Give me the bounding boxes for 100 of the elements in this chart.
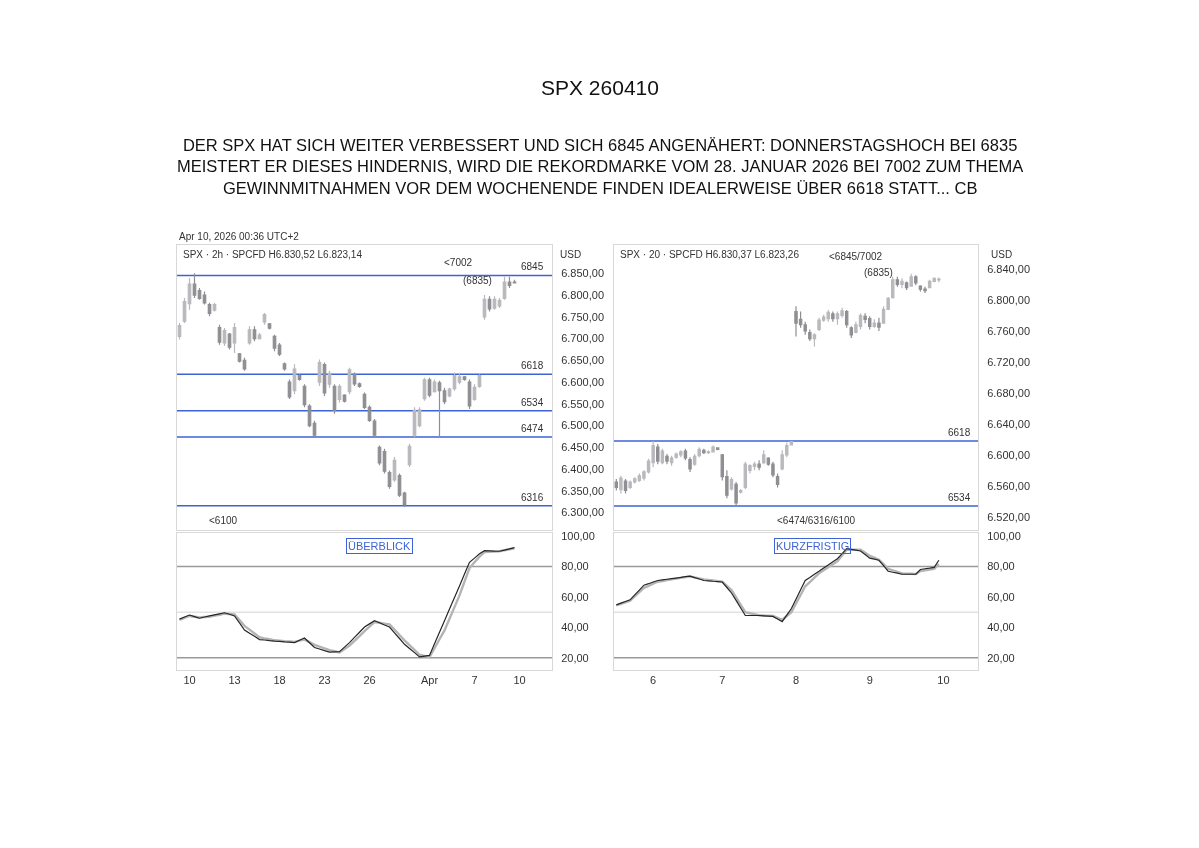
candlestick bbox=[762, 449, 766, 465]
annotation: ÜBERBLICK bbox=[348, 540, 412, 552]
candlestick bbox=[512, 279, 517, 284]
candlestick bbox=[619, 475, 623, 495]
x-tick-label: 8 bbox=[792, 674, 800, 687]
candlestick bbox=[697, 446, 701, 458]
candlestick bbox=[614, 478, 619, 492]
annotation: SPX · 20 · SPCFD H6.830,37 L6.823,26 bbox=[620, 249, 800, 260]
x-tick-label: 10 bbox=[937, 674, 950, 687]
annotation: (6835) bbox=[864, 267, 893, 278]
candlestick bbox=[877, 317, 881, 332]
y-tick-label: 6.720,00 bbox=[987, 355, 1031, 368]
ref-line-label: 6534 bbox=[948, 492, 971, 503]
candlestick bbox=[669, 455, 674, 467]
candlestick bbox=[900, 277, 904, 289]
x-tick-label: 26 bbox=[363, 674, 376, 687]
annotation: <6845/7002 bbox=[829, 251, 883, 262]
y-tick-label: 6.640,00 bbox=[987, 417, 1031, 430]
text: USD bbox=[991, 249, 1013, 260]
candlestick bbox=[702, 448, 706, 455]
x-tick-label: 9 bbox=[866, 674, 873, 687]
annotation: (6835) bbox=[463, 275, 492, 286]
candlestick bbox=[202, 290, 207, 306]
candlestick bbox=[895, 276, 900, 288]
candlestick bbox=[867, 315, 872, 331]
annotation: <6100 bbox=[209, 515, 238, 526]
ref-line-label: 6316 bbox=[521, 492, 544, 503]
candlestick bbox=[711, 444, 715, 453]
annotation: SPX · 2h · SPCFD H6.830,52 L6.823,14 bbox=[183, 249, 363, 260]
candlestick bbox=[835, 311, 840, 326]
x-tick-label: 23 bbox=[318, 674, 331, 687]
y-tick-label: 80,00 bbox=[561, 560, 589, 573]
candlestick bbox=[831, 311, 835, 323]
y-tick-label: 6.840,00 bbox=[987, 262, 1031, 275]
candlestick bbox=[692, 453, 697, 467]
x-tick-label: Apr bbox=[420, 674, 439, 687]
candlestick bbox=[282, 361, 287, 372]
y-tick-label: 40,00 bbox=[987, 621, 1015, 634]
candlestick bbox=[775, 472, 780, 488]
candlestick bbox=[914, 274, 918, 286]
candlestick bbox=[688, 456, 692, 473]
candlestick bbox=[891, 276, 895, 300]
y-tick-label: 6.850,00 bbox=[561, 267, 605, 280]
annotation: <7002 bbox=[444, 257, 473, 268]
ref-line-label: 6618 bbox=[521, 360, 544, 371]
candlestick bbox=[507, 276, 512, 289]
candlestick bbox=[923, 286, 927, 294]
x-tick-label: 7 bbox=[719, 674, 726, 687]
y-tick-label: 6.650,00 bbox=[561, 354, 605, 367]
candlestick bbox=[812, 332, 817, 348]
y-tick-label: 6.400,00 bbox=[561, 462, 605, 475]
y-tick-label: 80,00 bbox=[987, 560, 1015, 573]
candlestick bbox=[817, 317, 821, 332]
candlestick bbox=[918, 285, 923, 293]
y-tick-label: 6.800,00 bbox=[561, 288, 605, 301]
candlestick bbox=[623, 478, 628, 495]
x-tick-label: 13 bbox=[228, 674, 241, 687]
y-tick-label: 20,00 bbox=[987, 651, 1015, 664]
x-tick-label: 10 bbox=[513, 674, 526, 687]
candlestick bbox=[738, 488, 743, 495]
y-tick-label: 6.450,00 bbox=[561, 441, 605, 454]
candlestick bbox=[437, 380, 442, 438]
y-tick-label: 6.300,00 bbox=[561, 506, 605, 519]
text: DER SPX HAT SICH WEITER VERBESSERT UND SICH 6845 ANGENÄHERT: DONNERSTAGSHOCH BEI 6835 MEISTERT ER DIESES HINDERNIS, WIRD DIE REKORDMARKE VOM 28. JANUAR 2026 BEI 7002 ZUM THEMA GEWINNMITNAHMEN VOR DEM WOCHENENDE FINDEN IDEALERWEISE ÜBER 6618 STATT... CB bbox=[177, 136, 1024, 197]
annotation: <6474/6316/6100 bbox=[777, 515, 856, 526]
x-tick-label: 10 bbox=[183, 674, 196, 687]
text: SPX 260410 bbox=[541, 76, 659, 99]
ref-line-label: 6534 bbox=[521, 397, 544, 408]
candlestick bbox=[771, 461, 775, 478]
text: USD bbox=[560, 249, 582, 260]
y-tick-label: 6.750,00 bbox=[561, 310, 605, 323]
y-tick-label: 6.520,00 bbox=[987, 510, 1031, 523]
ref-line-label: 6618 bbox=[948, 427, 971, 438]
candlestick bbox=[826, 309, 830, 323]
candlestick bbox=[794, 305, 798, 337]
candlestick bbox=[656, 443, 660, 465]
ref-line-label: 6474 bbox=[521, 423, 544, 434]
x-tick-label: 7 bbox=[471, 674, 478, 687]
y-tick-label: 100,00 bbox=[561, 529, 595, 542]
y-tick-label: 6.800,00 bbox=[987, 293, 1031, 306]
candlestick bbox=[192, 272, 197, 299]
y-tick-label: 20,00 bbox=[561, 651, 589, 664]
candlestick bbox=[849, 325, 854, 339]
candlestick bbox=[729, 476, 734, 492]
y-tick-label: 6.350,00 bbox=[561, 484, 605, 497]
y-tick-label: 6.500,00 bbox=[561, 419, 605, 432]
x-tick-label: 6 bbox=[650, 674, 657, 687]
y-tick-label: 6.560,00 bbox=[987, 479, 1031, 492]
candlestick bbox=[734, 481, 738, 506]
candlestick bbox=[872, 318, 877, 329]
x-tick-label: 18 bbox=[273, 674, 286, 687]
candlestick bbox=[715, 446, 720, 451]
y-tick-label: 6.600,00 bbox=[987, 448, 1031, 461]
candlestick bbox=[457, 373, 462, 385]
y-tick-label: 6.550,00 bbox=[561, 397, 605, 410]
y-tick-label: 6.680,00 bbox=[987, 386, 1031, 399]
candlestick bbox=[757, 459, 761, 471]
candlestick bbox=[904, 280, 909, 291]
candlestick bbox=[683, 448, 688, 461]
candlestick bbox=[909, 273, 913, 288]
